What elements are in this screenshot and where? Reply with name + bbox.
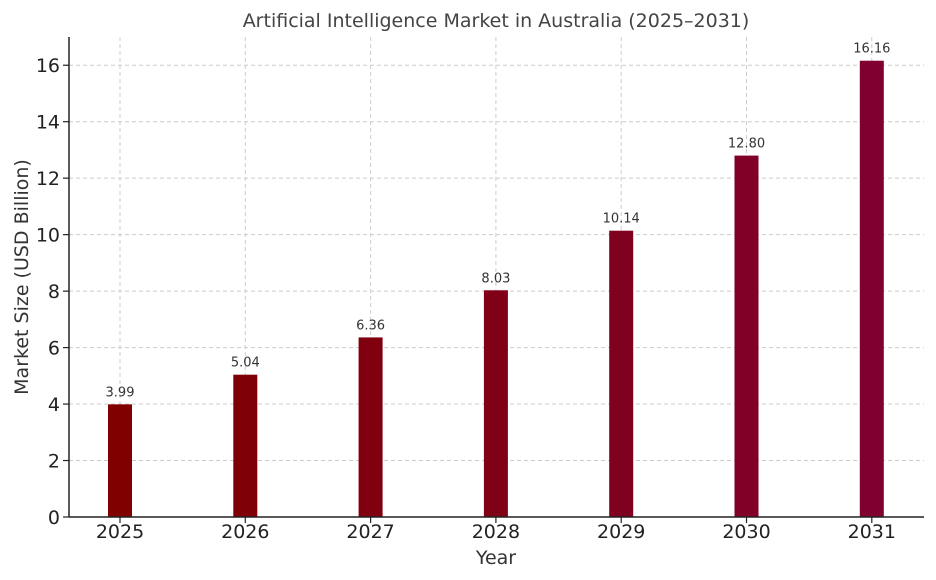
y-axis-label: Market Size (USD Billion)	[11, 159, 33, 395]
x-tick-label-2026: 2026	[221, 521, 269, 543]
data-label-2027: 6.36	[356, 318, 385, 333]
x-axis-label: Year	[475, 547, 516, 569]
data-label-2029: 10.14	[603, 212, 640, 227]
y-tick-label: 6	[48, 338, 60, 360]
bars	[108, 60, 884, 517]
x-tick-label-2025: 2025	[96, 521, 144, 543]
y-tick-label: 0	[48, 507, 60, 529]
x-tick-label-2031: 2031	[848, 521, 896, 543]
data-label-2031: 16.16	[853, 42, 890, 57]
x-tick-label-2028: 2028	[472, 521, 520, 543]
y-tick-label: 16	[36, 55, 60, 77]
y-tick-label: 12	[36, 168, 60, 190]
y-tick-label: 8	[48, 281, 60, 303]
data-label-2028: 8.03	[481, 271, 510, 286]
y-tick-label: 2	[48, 451, 60, 473]
x-tick-label-2027: 2027	[346, 521, 394, 543]
x-tick-label-2030: 2030	[722, 521, 770, 543]
bar-2030	[734, 155, 759, 517]
data-label-2026: 5.04	[231, 356, 260, 371]
y-tick-label: 14	[36, 112, 60, 134]
x-tick-label-2029: 2029	[597, 521, 645, 543]
y-tick-label: 4	[48, 394, 60, 416]
data-labels: 3.99 5.04 6.36 8.03 10.14 12.80 16.16	[106, 42, 891, 401]
bar-2029	[609, 230, 634, 517]
bar-2025	[108, 404, 132, 517]
bar-2031	[859, 60, 884, 517]
bar-2027	[358, 337, 383, 517]
chart-title: Artificial Intelligence Market in Austra…	[243, 10, 750, 32]
axes: 0 2 4 6 8 10 12 14 16 2025 2026 2027 2028 2029 2030 203…	[36, 37, 924, 543]
y-tick-label: 10	[36, 225, 60, 247]
data-label-2025: 3.99	[106, 385, 135, 400]
bar-2028	[483, 290, 508, 517]
bar-2026	[233, 374, 258, 517]
data-label-2030: 12.80	[728, 137, 765, 152]
